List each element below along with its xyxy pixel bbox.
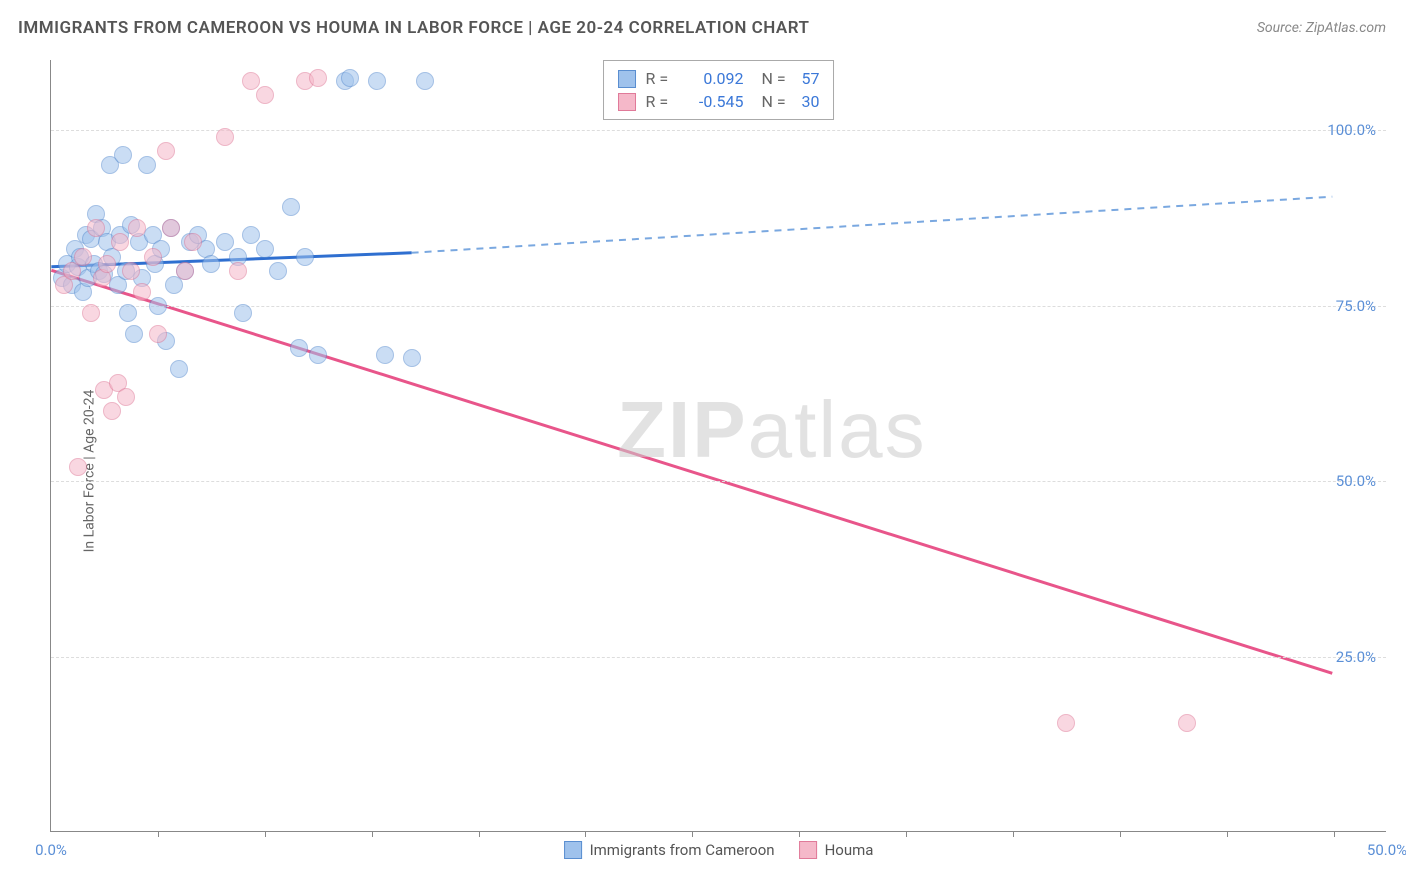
gridline xyxy=(51,481,1386,482)
series-legend: Immigrants from Cameroon Houma xyxy=(564,841,874,859)
scatter-point-houma xyxy=(117,388,135,406)
r-label: R = xyxy=(646,92,674,111)
chart-title: IMMIGRANTS FROM CAMEROON VS HOUMA IN LAB… xyxy=(18,18,809,38)
scatter-point-houma xyxy=(216,128,234,146)
chart-container: In Labor Force | Age 20-24 R =0.092N =57… xyxy=(0,50,1406,892)
gridline xyxy=(51,130,1386,131)
scatter-point-cameroon xyxy=(234,304,252,322)
plot-area: R =0.092N =57R =-0.545N =30 Immigrants f… xyxy=(50,60,1386,832)
scatter-point-cameroon xyxy=(269,262,287,280)
x-tick-mark xyxy=(1334,831,1335,837)
scatter-point-houma xyxy=(111,233,129,251)
trendline-houma xyxy=(51,270,1332,673)
legend-swatch xyxy=(618,70,636,88)
correlation-legend-row: R = 0.092 N = 57 xyxy=(618,67,820,90)
gridline xyxy=(51,657,1386,658)
series-legend-item: Immigrants from Cameroon xyxy=(564,841,775,859)
scatter-point-houma xyxy=(98,255,116,273)
scatter-point-houma xyxy=(176,262,194,280)
scatter-point-cameroon xyxy=(296,248,314,266)
scatter-point-cameroon xyxy=(341,69,359,87)
x-tick-label: 0.0% xyxy=(35,841,67,859)
scatter-point-cameroon xyxy=(242,226,260,244)
scatter-point-cameroon xyxy=(282,198,300,216)
gridline xyxy=(51,306,1386,307)
scatter-point-houma xyxy=(1057,714,1075,732)
scatter-point-cameroon xyxy=(376,346,394,364)
x-tick-mark xyxy=(265,831,266,837)
scatter-point-houma xyxy=(309,69,327,87)
series-legend-item: Houma xyxy=(799,841,874,859)
scatter-point-cameroon xyxy=(290,339,308,357)
scatter-point-houma xyxy=(74,248,92,266)
scatter-point-cameroon xyxy=(125,325,143,343)
x-tick-mark xyxy=(692,831,693,837)
y-tick-label: 75.0% xyxy=(1336,297,1376,315)
scatter-point-houma xyxy=(162,219,180,237)
legend-swatch xyxy=(799,841,817,859)
scatter-point-cameroon xyxy=(119,304,137,322)
scatter-point-houma xyxy=(229,262,247,280)
y-tick-label: 100.0% xyxy=(1327,121,1376,139)
scatter-point-houma xyxy=(128,219,146,237)
n-label: N = xyxy=(762,69,792,88)
y-tick-label: 50.0% xyxy=(1336,472,1376,490)
x-tick-mark xyxy=(799,831,800,837)
x-tick-mark xyxy=(1013,831,1014,837)
scatter-point-cameroon xyxy=(256,240,274,258)
scatter-point-houma xyxy=(184,233,202,251)
scatter-point-cameroon xyxy=(170,360,188,378)
scatter-point-houma xyxy=(144,248,162,266)
x-tick-label: 50.0% xyxy=(1367,841,1406,859)
series-legend-label: Houma xyxy=(825,841,874,859)
scatter-point-houma xyxy=(87,219,105,237)
x-tick-mark xyxy=(372,831,373,837)
r-value: 0.092 xyxy=(684,69,744,88)
scatter-point-cameroon xyxy=(309,346,327,364)
scatter-point-cameroon xyxy=(149,297,167,315)
scatter-point-cameroon xyxy=(114,146,132,164)
scatter-point-cameroon xyxy=(368,72,386,90)
watermark: ZIPatlas xyxy=(617,384,926,476)
scatter-point-houma xyxy=(133,283,151,301)
correlation-legend: R = 0.092 N = 57 R = -0.545 N = 30 xyxy=(603,60,835,120)
scatter-point-houma xyxy=(122,262,140,280)
scatter-point-houma xyxy=(103,402,121,420)
scatter-point-houma xyxy=(149,325,167,343)
scatter-point-houma xyxy=(1178,714,1196,732)
y-tick-label: 25.0% xyxy=(1336,648,1376,666)
x-tick-mark xyxy=(906,831,907,837)
scatter-point-houma xyxy=(82,304,100,322)
x-tick-mark xyxy=(158,831,159,837)
scatter-point-cameroon xyxy=(216,233,234,251)
n-value: 30 xyxy=(802,92,820,111)
r-value: -0.545 xyxy=(684,92,744,111)
scatter-point-houma xyxy=(256,86,274,104)
scatter-point-cameroon xyxy=(138,156,156,174)
scatter-point-houma xyxy=(157,142,175,160)
x-tick-mark xyxy=(479,831,480,837)
series-legend-label: Immigrants from Cameroon xyxy=(590,841,775,859)
legend-swatch xyxy=(564,841,582,859)
x-tick-mark xyxy=(585,831,586,837)
scatter-point-cameroon xyxy=(403,349,421,367)
x-tick-mark xyxy=(1120,831,1121,837)
source-attribution: Source: ZipAtlas.com xyxy=(1257,20,1386,36)
n-label: N = xyxy=(762,92,792,111)
n-value: 57 xyxy=(802,69,820,88)
scatter-point-houma xyxy=(69,458,87,476)
scatter-point-cameroon xyxy=(202,255,220,273)
correlation-legend-row: R = -0.545 N = 30 xyxy=(618,90,820,113)
trendline-dashed-cameroon xyxy=(412,197,1333,253)
r-label: R = xyxy=(646,69,674,88)
legend-swatch xyxy=(618,93,636,111)
scatter-point-houma xyxy=(242,72,260,90)
scatter-point-cameroon xyxy=(416,72,434,90)
x-tick-mark xyxy=(1227,831,1228,837)
